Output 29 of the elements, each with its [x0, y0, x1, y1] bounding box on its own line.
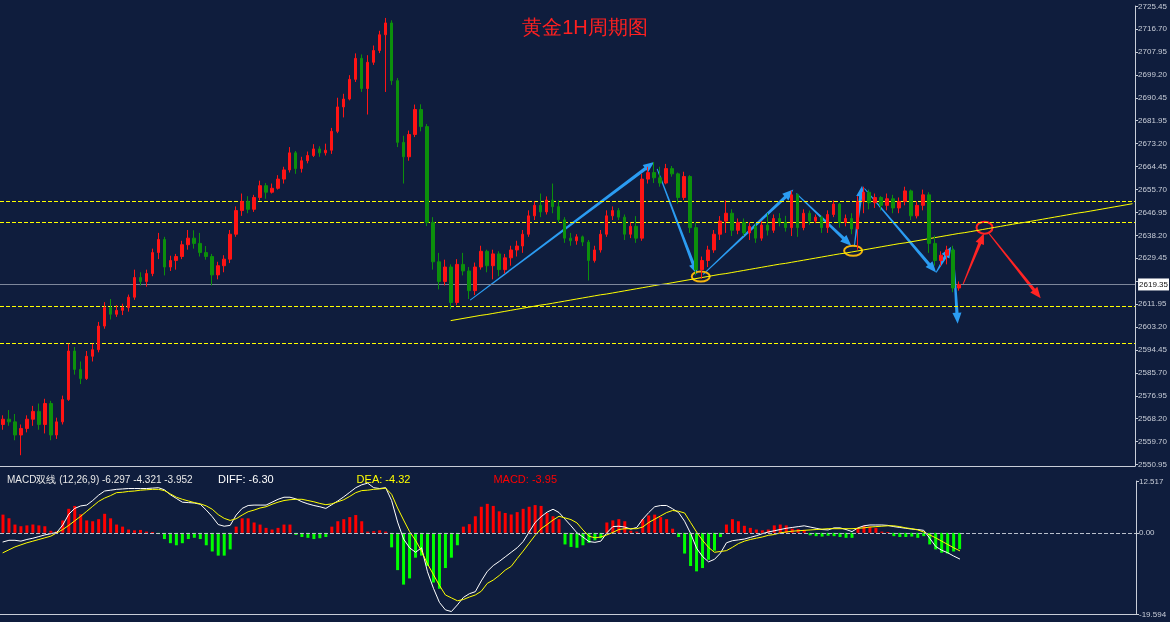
y-tick-label: 2646.95	[1138, 207, 1168, 217]
y-tick-label: 2699.20	[1138, 70, 1168, 80]
y-tick-label: 2655.70	[1138, 184, 1168, 194]
y-tick-label: 2559.70	[1138, 436, 1168, 446]
y-tick-label: 2638.20	[1138, 230, 1168, 240]
text: 黄金1H周期图	[522, 16, 648, 38]
y-tick-label: 2585.70	[1138, 368, 1168, 378]
y-tick-label: 12.517	[1139, 476, 1165, 486]
y-tick-label: 2611.95	[1138, 299, 1167, 309]
y-tick-label: 0.00	[1139, 528, 1156, 538]
y-tick-label: 2629.45	[1138, 253, 1168, 263]
y-tick-label: 2673.20	[1138, 138, 1168, 148]
y-tick-label: 2576.95	[1138, 391, 1168, 401]
y-tick-label: 2681.95	[1138, 115, 1168, 125]
y-tick-label: 2690.45	[1138, 93, 1168, 103]
series-label: DEA: -4.32	[356, 472, 411, 485]
y-tick-label: 2594.45	[1138, 345, 1168, 355]
y-tick-label: 2707.95	[1138, 47, 1168, 57]
series-label: DIFF: -6.30	[218, 472, 274, 485]
ref-line-label: 2619.35	[1139, 279, 1169, 289]
y-tick-label: 2603.20	[1138, 322, 1168, 332]
y-tick-label: 2716.70	[1138, 24, 1168, 34]
series-label: MACD: -3.95	[493, 472, 557, 485]
y-tick-label: 2568.20	[1138, 414, 1168, 424]
chart-title: MACD双线 (12,26,9) -6.297 -4.321 -3.952	[7, 473, 194, 485]
y-tick-label: 2725.45	[1138, 1, 1168, 11]
y-tick-label: -19.594	[1139, 609, 1167, 619]
y-tick-label: 2550.95	[1138, 459, 1168, 469]
y-tick-label: 2664.45	[1138, 161, 1168, 171]
